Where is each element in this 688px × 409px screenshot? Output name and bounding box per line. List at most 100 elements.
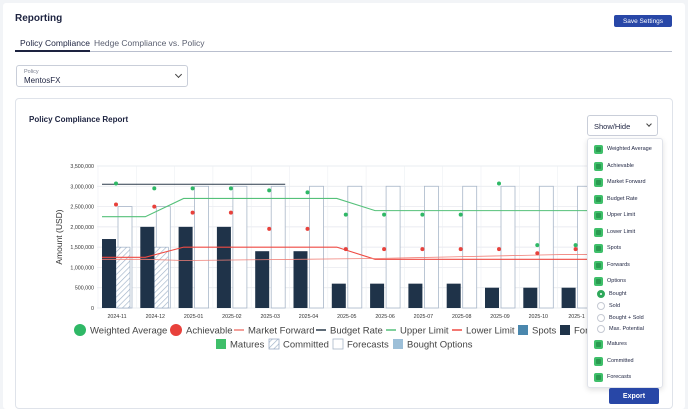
x-tick-label: 2025-04 (299, 314, 318, 320)
checkbox[interactable] (594, 356, 603, 366)
checkbox[interactable] (594, 339, 603, 349)
legend-label: Achievable (186, 326, 232, 337)
x-tick-label: 2024-11 (107, 314, 126, 320)
x-tick-label: 2025-02 (222, 314, 241, 320)
show-hide-option[interactable]: Lower Limit (594, 227, 635, 237)
legend-item[interactable]: Achievable (170, 324, 232, 337)
y-tick-label: 2,000,000 (70, 225, 94, 231)
checkbox[interactable] (594, 210, 603, 220)
forwards-bar (178, 226, 193, 308)
show-hide-option[interactable]: Achievable (594, 161, 634, 171)
weighted-average-point (228, 186, 233, 191)
show-hide-option-label: Spots (607, 245, 622, 251)
x-tick-label: 2025-08 (452, 314, 471, 320)
show-hide-option[interactable]: Committed (594, 356, 634, 366)
show-hide-option[interactable]: Forecasts (594, 372, 631, 382)
show-hide-dropdown[interactable]: Show/Hide (587, 115, 658, 136)
show-hide-option-label: Lower Limit (607, 229, 636, 235)
show-hide-option[interactable]: Options (594, 276, 626, 286)
legend-dot-icon (170, 324, 182, 336)
forwards-bar (331, 283, 346, 308)
achievable-point (497, 247, 501, 252)
checkbox[interactable] (594, 177, 603, 187)
committed-bar (154, 246, 169, 309)
legend-item[interactable]: Weighted Average (74, 324, 167, 337)
achievable-point (382, 247, 387, 252)
checkbox[interactable] (594, 194, 603, 204)
y-tick-label: 3,000,000 (70, 184, 94, 190)
legend-item[interactable]: Matures (216, 339, 265, 351)
show-hide-option-label: Forecasts (607, 374, 632, 380)
radio-button[interactable] (597, 314, 605, 322)
x-tick-label: 2024-12 (146, 314, 165, 320)
legend-item[interactable]: Bought Options (393, 339, 473, 351)
radio-button[interactable] (597, 290, 605, 298)
show-hide-option[interactable]: Weighted Average (594, 144, 652, 154)
show-hide-option-label: Matures (607, 341, 627, 347)
forecast-bar (385, 185, 401, 309)
achievable-point (267, 226, 272, 231)
report-title: Policy Compliance Report (29, 115, 129, 124)
weighted-average-point (420, 212, 425, 217)
checkbox[interactable] (594, 243, 603, 253)
forecast-bar (538, 185, 554, 309)
show-hide-option[interactable]: Bought + Sold (597, 313, 644, 323)
tab-hedge-compliance[interactable]: Hedge Compliance vs. Policy (94, 38, 205, 48)
legend-item[interactable]: Spots (518, 325, 557, 337)
y-tick-label: 2,500,000 (70, 205, 94, 211)
lower-limit-line (102, 246, 587, 260)
checkbox[interactable] (594, 161, 603, 171)
report-tabs: Policy Compliance Hedge Compliance vs. P… (15, 37, 672, 52)
weighted-average-point (458, 212, 463, 217)
legend-label: Lower Limit (466, 326, 515, 337)
save-settings-button[interactable]: Save Settings (614, 15, 672, 27)
legend-box-icon (393, 339, 403, 349)
legend-label: Matures (230, 340, 265, 351)
show-hide-option-label: Bought (609, 291, 627, 297)
checkbox[interactable] (594, 372, 603, 382)
show-hide-option[interactable]: Market Forward (594, 177, 646, 187)
checkbox[interactable] (594, 144, 603, 154)
legend-label: Forecasts (347, 340, 389, 351)
weighted-average-point (152, 186, 157, 191)
weighted-average-point (382, 212, 387, 217)
achievable-point (343, 247, 348, 252)
forecast-bar (577, 185, 587, 309)
legend-item[interactable]: Market Forward (234, 326, 315, 337)
forwards-bar (370, 283, 385, 308)
forwards-bar (102, 239, 116, 308)
policy-select-label: Policy (24, 69, 39, 75)
show-hide-option[interactable]: Spots (594, 243, 621, 253)
legend-item[interactable]: Lower Limit (452, 326, 515, 337)
checkbox[interactable] (594, 260, 603, 270)
show-hide-option[interactable]: Budget Rate (594, 194, 638, 204)
tab-policy-compliance[interactable]: Policy Compliance (20, 38, 90, 48)
forwards-bar (523, 287, 538, 308)
checkbox[interactable] (594, 227, 603, 237)
weighted-average-point (535, 243, 540, 248)
legend-item[interactable]: Upper Limit (386, 326, 449, 337)
show-hide-label: Show/Hide (594, 122, 631, 131)
show-hide-option[interactable]: Upper Limit (594, 210, 635, 220)
show-hide-option-label: Achievable (607, 163, 634, 169)
checkbox[interactable] (594, 276, 603, 286)
show-hide-option[interactable]: Sold (597, 301, 620, 311)
show-hide-option[interactable]: Bought (597, 289, 626, 299)
legend-item[interactable]: Budget Rate (316, 326, 383, 337)
legend-box-icon (560, 325, 570, 335)
show-hide-option[interactable]: Max. Potential (597, 324, 644, 334)
legend-item[interactable]: Forecasts (332, 338, 389, 351)
show-hide-option[interactable]: Forwards (594, 260, 630, 270)
export-button[interactable]: Export (609, 388, 659, 404)
chevron-down-icon (646, 121, 652, 127)
radio-button[interactable] (597, 302, 605, 310)
forecast-bar (423, 185, 439, 309)
legend-item[interactable]: For (560, 325, 588, 337)
weighted-average-point (114, 181, 118, 186)
legend-item[interactable]: Committed (268, 338, 329, 351)
radio-button[interactable] (597, 325, 605, 333)
show-hide-option[interactable]: Matures (594, 339, 627, 349)
show-hide-option-label: Forwards (607, 262, 630, 268)
policy-select[interactable]: Policy MentosFX (16, 65, 188, 87)
legend-label: Committed (283, 340, 329, 351)
